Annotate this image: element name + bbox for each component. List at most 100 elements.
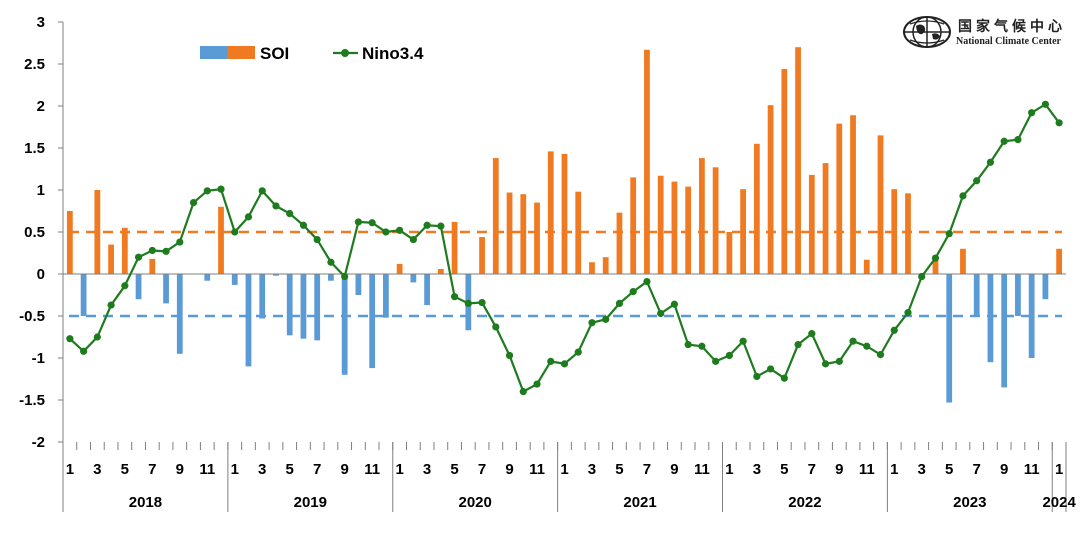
soi-bar: [740, 189, 746, 274]
nino-point: [712, 357, 720, 365]
nino-point: [244, 213, 253, 221]
soi-bar: [973, 274, 980, 316]
soi-bar: [451, 221, 458, 274]
legend-nino-marker: [341, 49, 349, 57]
soi-bar: [671, 181, 678, 274]
nino-point: [670, 300, 679, 308]
nino-point: [1041, 100, 1049, 108]
x-month-label: 1: [890, 461, 898, 478]
soi-bar: [204, 274, 211, 281]
nino-point: [80, 347, 88, 355]
x-year-label: 2019: [294, 494, 327, 511]
nino-point: [286, 209, 294, 218]
soi-bar: [1015, 274, 1021, 316]
x-month-label: 9: [505, 461, 513, 478]
y-tick-label: 2: [37, 98, 45, 115]
x-month-label: 1: [231, 461, 239, 478]
y-tick-label: 1: [37, 182, 45, 199]
x-year-label: 2024: [1042, 494, 1076, 511]
nino-point: [904, 309, 912, 317]
nino-point: [931, 254, 940, 262]
globe-icon: [903, 16, 951, 48]
x-month-label: 5: [780, 461, 788, 478]
x-year-label: 2020: [459, 494, 492, 511]
soi-bar: [960, 248, 966, 274]
nino-point: [821, 360, 830, 368]
x-month-label: 11: [199, 461, 215, 478]
nino-point: [725, 351, 733, 360]
x-month-label: 3: [423, 461, 431, 478]
y-tick-label: -1.5: [19, 392, 45, 409]
legend-soi-negative-swatch: [200, 46, 227, 59]
nino-point: [519, 388, 527, 396]
x-month-label: 3: [918, 461, 926, 478]
soi-bar: [753, 143, 760, 274]
nino-point: [450, 293, 459, 301]
nino-point: [739, 337, 747, 345]
nino-point: [973, 177, 981, 185]
x-year-label: 2023: [953, 494, 986, 511]
x-year-label: 2018: [129, 494, 162, 511]
nino-point: [753, 372, 761, 381]
logo-name-en: National Climate Center: [956, 36, 1061, 47]
nino-point: [657, 309, 665, 318]
soi-bar: [822, 163, 829, 274]
y-tick-label: -1: [32, 350, 45, 367]
x-month-label: 7: [643, 461, 651, 478]
nino-point: [615, 299, 624, 307]
x-month-label: 11: [859, 461, 875, 478]
legend-nino-label: Nino3.4: [362, 44, 424, 63]
x-month-label: 11: [529, 461, 545, 478]
x-year-label: 2022: [788, 494, 821, 511]
nino-point: [299, 221, 308, 229]
nino-point: [437, 222, 445, 230]
soi-bar: [506, 192, 513, 274]
soi-bar: [795, 47, 801, 275]
nino-point: [959, 192, 967, 200]
x-month-label: 1: [395, 461, 403, 478]
soi-bar: [946, 274, 953, 403]
soi-bar: [699, 158, 705, 274]
x-month-label: 5: [286, 461, 294, 478]
soi-bar: [987, 274, 994, 363]
nino-point: [478, 298, 486, 307]
nino-point: [588, 319, 596, 327]
soi-bar: [932, 259, 939, 274]
nino-point: [272, 202, 280, 210]
y-tick-label: 0: [37, 266, 45, 283]
x-month-label: 5: [121, 461, 129, 478]
soi-bar: [808, 174, 815, 274]
x-month-label: 1: [560, 461, 568, 478]
nino-point: [574, 348, 582, 356]
nino-point: [368, 219, 376, 227]
nino-point: [684, 340, 692, 349]
y-tick-label: 3: [37, 14, 45, 31]
nino-point: [560, 360, 569, 368]
soi-bar: [218, 206, 224, 274]
x-month-label: 7: [478, 461, 486, 478]
nino-point: [162, 247, 170, 255]
soi-bar: [94, 190, 101, 274]
x-year-label: 2021: [623, 494, 656, 511]
nino-point: [313, 235, 321, 244]
soi-bar: [1028, 274, 1035, 358]
x-month-label: 1: [66, 461, 74, 478]
x-month-label: 3: [93, 461, 101, 478]
nino-point: [464, 299, 472, 307]
x-month-label: 11: [364, 461, 380, 478]
legend-soi-label: SOI: [260, 44, 289, 63]
soi-bar: [176, 274, 183, 354]
soi-bar: [589, 262, 595, 274]
nino-point: [1014, 136, 1022, 144]
soi-bar: [520, 194, 527, 274]
x-month-label: 11: [694, 461, 710, 478]
nino-point: [93, 333, 101, 341]
x-month-label: 3: [588, 461, 596, 478]
ncc-logo: 国家气候中心 National Climate Center: [902, 14, 1070, 52]
soi-bar: [355, 274, 362, 295]
x-month-label: 1: [1055, 461, 1063, 478]
nino-point: [767, 365, 775, 373]
nino-point: [217, 185, 225, 193]
soi-bar: [286, 274, 293, 336]
